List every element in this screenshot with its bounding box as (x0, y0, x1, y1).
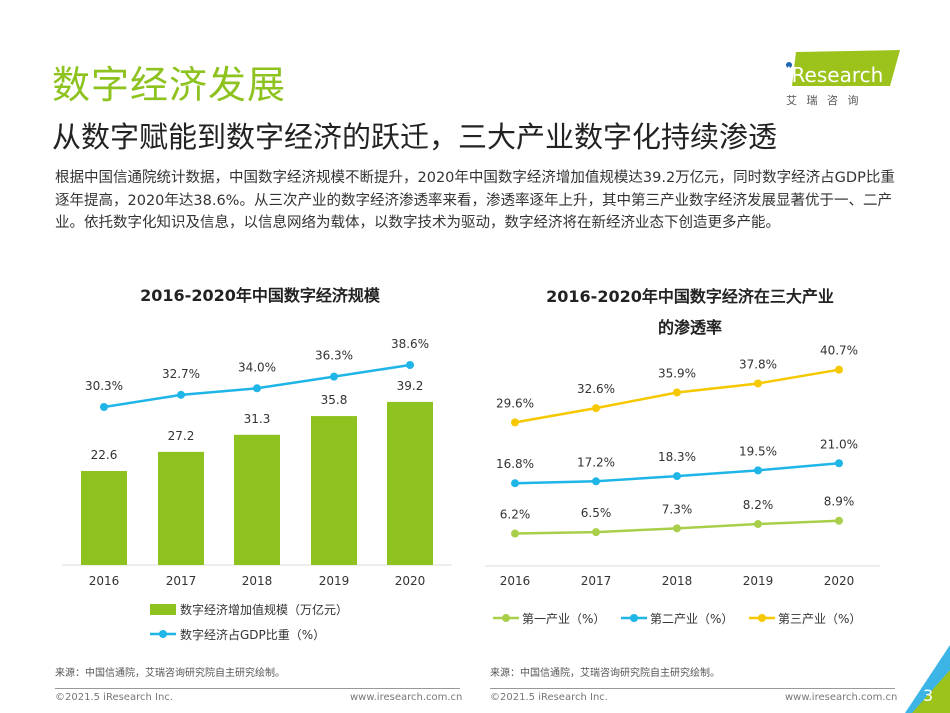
chart1-x-tick: 2019 (319, 574, 350, 588)
chart1-bar (158, 451, 204, 565)
chart1-line-label: 36.3% (315, 349, 353, 363)
chart1-x-tick: 2018 (242, 574, 273, 588)
chart1-legend-bar-swatch (150, 604, 176, 615)
chart2-title-line2: 的渗透率 (657, 318, 722, 337)
chart1-line-label: 30.3% (85, 379, 123, 393)
chart2-point (592, 404, 600, 413)
chart1-x-tick: 2017 (166, 574, 197, 588)
chart2-x-tick: 2020 (824, 574, 855, 588)
chart1-line-point (100, 403, 108, 411)
chart2-point-label: 37.8% (739, 357, 777, 371)
iresearch-logo: iResearch 艾 瑞 咨 询 (782, 48, 902, 108)
chart2-point-label: 29.6% (496, 396, 534, 410)
chart2-point (754, 466, 762, 475)
chart2-point (835, 459, 843, 468)
chart2-point-label: 7.3% (662, 502, 693, 516)
chart2-point (835, 516, 843, 525)
chart2-x-tick: 2018 (662, 574, 693, 588)
page-number: 3 (923, 686, 934, 705)
chart2-point-label: 32.6% (577, 382, 615, 396)
divider-right (490, 688, 895, 689)
url-right: www.iresearch.com.cn (785, 692, 898, 703)
chart2-point-label: 6.2% (500, 508, 531, 522)
chart2-legend-marker (630, 614, 638, 622)
chart1-x-tick: 2016 (89, 574, 120, 588)
chart2-point-label: 16.8% (496, 457, 534, 471)
chart1-bar (81, 470, 127, 565)
copyright-right: ©2021.5 iResearch Inc. (490, 692, 608, 703)
chart2-point-label: 8.2% (743, 498, 774, 512)
chart1-title: 2016-2020年中国数字经济规模 (140, 286, 380, 305)
chart2-point (673, 388, 681, 397)
chart1-line-label: 32.7% (162, 367, 200, 381)
chart2-point (592, 528, 600, 537)
page-subtitle: 从数字赋能到数字经济的跃迁，三大产业数字化持续渗透 (52, 120, 778, 154)
chart2-point-label: 21.0% (820, 437, 858, 451)
chart2-point (835, 365, 843, 374)
chart1-legend-bar: 数字经济增加值规模（万亿元） (180, 602, 348, 617)
chart2-point (754, 520, 762, 529)
chart2-point-label: 6.5% (581, 506, 612, 520)
chart1-line-point (406, 361, 414, 370)
chart1-bar-label: 31.3 (244, 412, 271, 426)
chart1-bar-label: 35.8 (321, 393, 348, 407)
chart1-bar (311, 416, 357, 565)
chart2-point (511, 418, 519, 427)
chart1-bar-label: 39.2 (397, 379, 424, 393)
chart2-title-line1: 2016-2020年中国数字经济在三大产业 (546, 287, 834, 306)
copyright-left: ©2021.5 iResearch Inc. (55, 692, 173, 703)
chart2-x-tick: 2016 (500, 574, 531, 588)
source-left: 来源：中国信通院，艾瑞咨询研究院自主研究绘制。 (55, 668, 285, 679)
page-corner-decoration (905, 645, 950, 713)
summary-paragraph: 根据中国信通院统计数据，中国数字经济规模不断提升，2020年中国数字经济增加值规… (55, 170, 895, 231)
chart1-line-point (177, 390, 185, 399)
chart2-legend-marker (758, 614, 766, 622)
chart2-title: 2016-2020年中国数字经济在三大产业 的渗透率 (480, 281, 900, 343)
divider-left (55, 688, 460, 689)
chart2-point-label: 8.9% (824, 495, 855, 509)
chart2-legend-marker (502, 614, 510, 622)
chart2-legend-item: 第一产业（%） (522, 612, 605, 626)
chart1-line-point (253, 384, 261, 393)
chart1-line-label: 38.6% (391, 337, 429, 351)
chart1-bar (234, 434, 280, 565)
chart2-x-tick: 2019 (743, 574, 774, 588)
chart2-legend-item: 第二产业（%） (650, 612, 733, 626)
chart1-bar-label: 22.6 (91, 448, 118, 462)
url-left: www.iresearch.com.cn (350, 692, 463, 703)
chart1-bar-label: 27.2 (168, 429, 195, 443)
chart2-point-label: 35.9% (658, 366, 696, 380)
chart2-point (511, 479, 519, 488)
chart1-bar (387, 401, 433, 565)
chart1-line-label: 34.0% (238, 360, 276, 374)
chart2-point (673, 472, 681, 481)
chart2-point-label: 18.3% (658, 450, 696, 464)
chart2-point (673, 524, 681, 533)
page-title: 数字经济发展 (52, 63, 287, 107)
chart2-point-label: 17.2% (577, 455, 615, 469)
chart1-legend-line-marker (159, 630, 167, 638)
svg-text:iResearch: iResearch (786, 63, 883, 87)
chart2-point (754, 379, 762, 388)
chart2-point-label: 40.7% (820, 344, 858, 358)
chart2-point (592, 477, 600, 486)
chart2-legend-item: 第三产业（%） (778, 612, 861, 626)
chart1-line-point (330, 372, 338, 381)
chart2-point (511, 529, 519, 538)
chart2-point-label: 19.5% (739, 444, 777, 458)
chart1-x-tick: 2020 (395, 574, 426, 588)
chart2-x-tick: 2017 (581, 574, 612, 588)
source-right: 来源：中国信通院，艾瑞咨询研究院自主研究绘制。 (490, 668, 720, 679)
chart1-legend-line: 数字经济占GDP比重（%） (180, 627, 325, 642)
svg-text:艾 瑞 咨 询: 艾 瑞 咨 询 (786, 93, 862, 107)
